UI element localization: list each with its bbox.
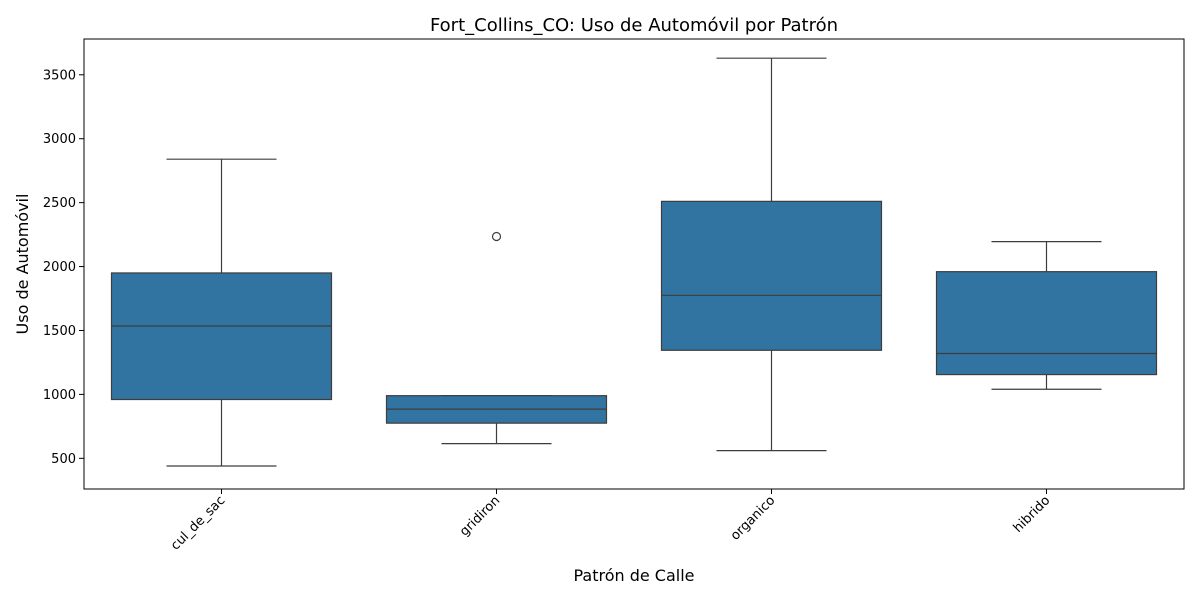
y-tick-label: 3500 <box>43 68 76 83</box>
y-tick-label: 2000 <box>43 260 76 275</box>
y-tick-label: 500 <box>51 452 76 467</box>
box-organico <box>660 200 883 351</box>
chart-title: Fort_Collins_CO: Uso de Automóvil por Pa… <box>430 15 838 36</box>
plot-frame <box>83 38 1185 490</box>
y-axis-label: Uso de Automóvil <box>13 194 32 335</box>
box-hibrido <box>935 271 1158 376</box>
y-tick-label: 1000 <box>43 388 76 403</box>
y-tick-label: 3000 <box>43 132 76 147</box>
y-tick-label: 2500 <box>43 196 76 211</box>
x-axis-label: Patrón de Calle <box>573 566 694 585</box>
y-tick-label: 1500 <box>43 324 76 339</box>
outlier-point-gridiron <box>491 231 502 242</box>
box-cul_de_sac <box>110 272 333 401</box>
